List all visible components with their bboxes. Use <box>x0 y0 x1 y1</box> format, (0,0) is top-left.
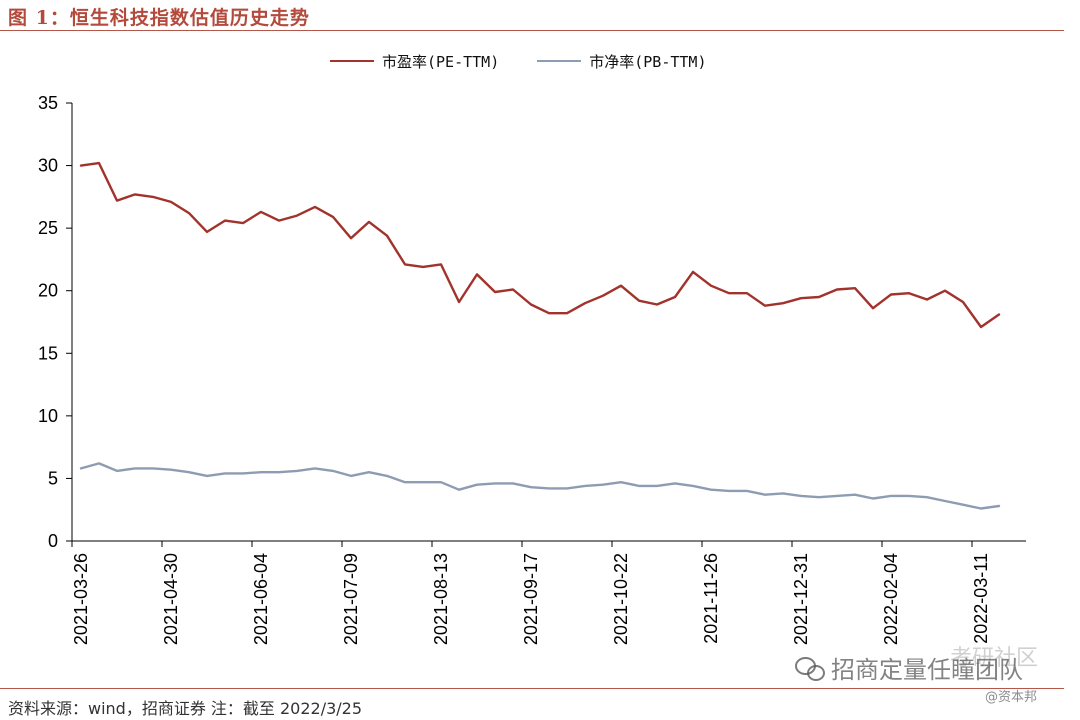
y-tick-label: 5 <box>48 468 58 488</box>
y-tick-label: 15 <box>38 343 58 363</box>
x-tick-label: 2021-04-30 <box>161 553 181 645</box>
watermark: 招商定量任瞳团队 <box>795 650 1023 685</box>
x-tick-label: 2021-07-09 <box>341 553 361 645</box>
x-tick-label: 2021-06-04 <box>251 553 271 645</box>
legend-label-pe: 市盈率(PE-TTM) <box>382 52 500 71</box>
y-tick-label: 25 <box>38 218 58 238</box>
y-tick-label: 35 <box>38 93 58 113</box>
watermark-small: @资本邦 <box>985 690 1038 705</box>
y-tick-label: 0 <box>48 531 58 551</box>
watermark-secondary: 考研社区 <box>950 646 1039 671</box>
watermark-text: 招商定量任瞳团队 <box>831 656 1023 684</box>
legend-swatch-pb <box>537 60 582 62</box>
figure-header: 图 1：恒生科技指数估值历史走势 <box>0 0 1064 31</box>
x-tick-label: 2021-03-26 <box>71 553 91 645</box>
figure-title: 图 1：恒生科技指数估值历史走势 <box>8 7 310 29</box>
series-line-pe <box>79 161 1001 329</box>
y-tick-label: 10 <box>38 406 58 426</box>
chart-legend: 市盈率(PE-TTM) 市净率(PB-TTM) <box>330 50 745 72</box>
legend-swatch-pe <box>330 60 374 62</box>
legend-item-pe: 市盈率(PE-TTM) <box>330 51 499 72</box>
y-tick-label: 20 <box>38 281 58 301</box>
legend-item-pb: 市净率(PB-TTM) <box>537 51 707 72</box>
x-tick-label: 2021-08-13 <box>431 553 451 645</box>
x-tick-label: 2021-10-22 <box>611 553 631 645</box>
x-tick-label: 2021-11-26 <box>701 553 721 644</box>
footer-rule <box>0 688 1064 689</box>
x-tick-label: 2022-02-04 <box>881 553 901 645</box>
y-tick-label: 30 <box>38 156 58 176</box>
legend-label-pb: 市净率(PB-TTM) <box>589 52 707 71</box>
source-note: 资料来源：wind，招商证券 注：截至 2022/3/25 <box>8 699 363 718</box>
series-line-pb <box>79 462 1001 510</box>
wechat-icon <box>795 655 825 681</box>
x-tick-label: 2022-03-11 <box>971 553 991 644</box>
x-tick-label: 2021-09-17 <box>521 553 541 645</box>
x-tick-label: 2021-12-31 <box>791 553 811 645</box>
